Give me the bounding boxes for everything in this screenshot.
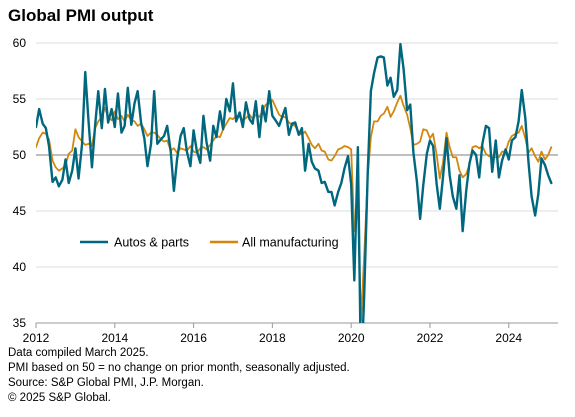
footnote-methodology: PMI based on 50 = no change on prior mon… bbox=[8, 362, 350, 374]
y-tick-label: 35 bbox=[13, 316, 27, 330]
y-tick-label: 60 bbox=[13, 36, 27, 50]
legend: Autos & parts All manufacturing bbox=[80, 236, 339, 250]
series-lines bbox=[36, 42, 553, 323]
x-tick-label: 2024 bbox=[495, 331, 522, 345]
legend-label: All manufacturing bbox=[242, 236, 339, 250]
x-tick-label: 2018 bbox=[259, 331, 286, 345]
x-tick-label: 2022 bbox=[417, 331, 444, 345]
footnote-source: Source: S&P Global PMI, J.P. Morgan. bbox=[8, 377, 204, 389]
x-tick-label: 2014 bbox=[101, 331, 128, 345]
footnote-copyright: © 2025 S&P Global. bbox=[8, 392, 111, 404]
y-tick-label: 55 bbox=[13, 92, 27, 106]
legend-label: Autos & parts bbox=[114, 236, 189, 250]
gridlines bbox=[36, 42, 558, 268]
series-all-manufacturing-line bbox=[36, 94, 553, 322]
footnotes: Data compiled March 2025. PMI based on 5… bbox=[8, 346, 350, 406]
series-autos-parts-line bbox=[36, 42, 553, 323]
y-tick-label: 50 bbox=[13, 148, 27, 162]
footnote-compiled: Data compiled March 2025. bbox=[8, 347, 149, 359]
axes: 35 40 45 50 55 60 2012 2014 2016 2018 2020 2022 2024 bbox=[13, 36, 558, 345]
y-tick-label: 40 bbox=[13, 260, 27, 274]
x-tick-label: 2012 bbox=[23, 331, 50, 345]
x-tick-label: 2020 bbox=[338, 331, 365, 345]
chart-title: Global PMI output bbox=[8, 6, 154, 25]
x-tick-label: 2016 bbox=[180, 331, 207, 345]
y-tick-label: 45 bbox=[13, 204, 27, 218]
